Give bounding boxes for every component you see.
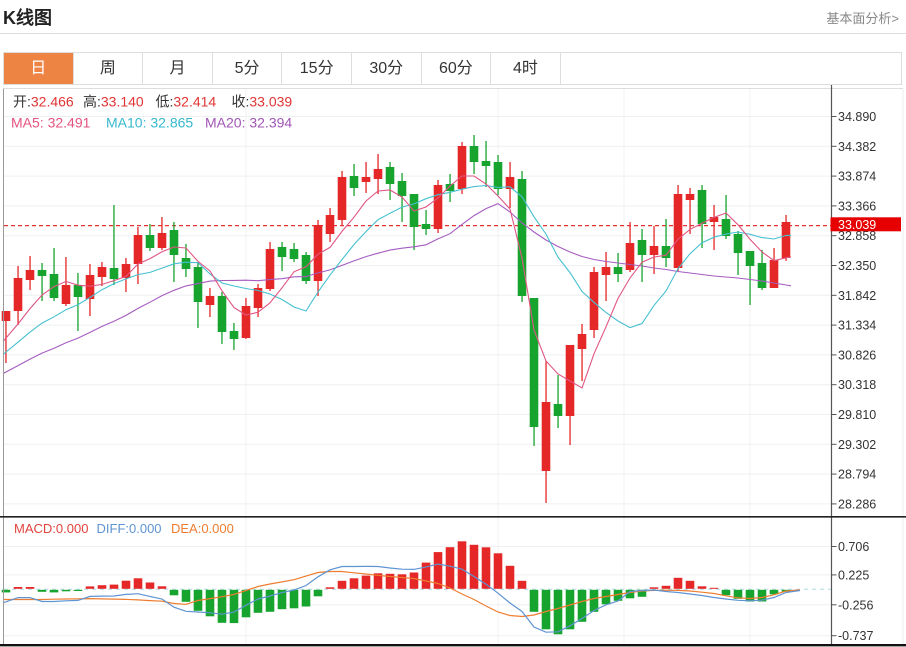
svg-text:29.302: 29.302 xyxy=(838,438,876,452)
svg-text:33.039: 33.039 xyxy=(838,218,876,232)
svg-text:34.890: 34.890 xyxy=(838,110,876,124)
svg-text:-0.256: -0.256 xyxy=(838,598,873,612)
svg-text:收:33.039: 收:33.039 xyxy=(232,94,293,110)
svg-text:30.826: 30.826 xyxy=(838,348,876,362)
svg-text:30.318: 30.318 xyxy=(838,378,876,392)
svg-text:DEA:0.000: DEA:0.000 xyxy=(171,521,234,536)
svg-text:0.225: 0.225 xyxy=(838,568,869,582)
svg-text:MA5: 32.491: MA5: 32.491 xyxy=(11,115,91,131)
svg-text:31.334: 31.334 xyxy=(838,319,876,333)
svg-text:-0.737: -0.737 xyxy=(838,629,873,643)
svg-text:28.286: 28.286 xyxy=(838,497,876,511)
svg-text:MACD:0.000: MACD:0.000 xyxy=(14,521,88,536)
svg-text:开:32.466: 开:32.466 xyxy=(13,94,74,110)
svg-text:MA10: 32.865: MA10: 32.865 xyxy=(106,115,193,131)
svg-text:MA20: 32.394: MA20: 32.394 xyxy=(205,115,292,131)
svg-text:29.810: 29.810 xyxy=(838,408,876,422)
svg-text:28.794: 28.794 xyxy=(838,468,876,482)
svg-text:31.842: 31.842 xyxy=(838,289,876,303)
svg-text:DIFF:0.000: DIFF:0.000 xyxy=(97,521,162,536)
svg-text:0.706: 0.706 xyxy=(838,540,869,554)
svg-text:32.858: 32.858 xyxy=(838,229,876,243)
svg-text:33.366: 33.366 xyxy=(838,199,876,213)
svg-text:32.350: 32.350 xyxy=(838,259,876,273)
svg-text:33.874: 33.874 xyxy=(838,170,876,184)
svg-text:高:33.140: 高:33.140 xyxy=(83,94,144,110)
svg-text:低:32.414: 低:32.414 xyxy=(156,94,217,110)
svg-text:34.382: 34.382 xyxy=(838,140,876,154)
